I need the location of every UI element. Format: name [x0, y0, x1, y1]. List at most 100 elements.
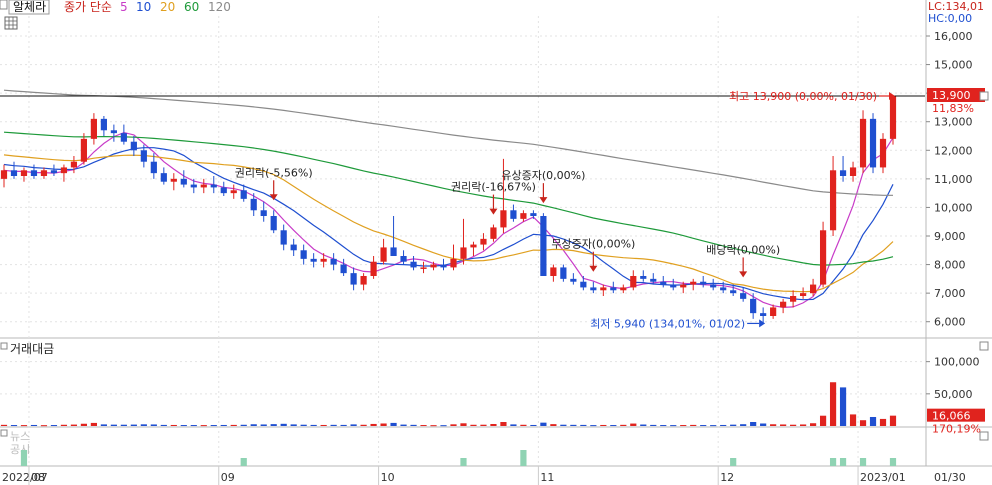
volume-bar: [340, 424, 347, 426]
volume-bar: [650, 424, 657, 426]
candle-body: [550, 267, 557, 276]
news-bar: [520, 450, 527, 466]
candle-body: [560, 267, 567, 279]
event-arrow-head: [269, 194, 278, 201]
volume-tick-label: 50,000: [934, 388, 973, 401]
volume-bar: [620, 424, 627, 426]
volume-bar: [370, 423, 377, 426]
candle-body: [160, 173, 167, 182]
volume-bar: [220, 424, 227, 426]
volume-bar: [320, 424, 327, 426]
candle-body: [660, 281, 667, 285]
candle-body: [260, 210, 267, 216]
candle-body: [400, 256, 407, 262]
candle-body: [819, 230, 827, 285]
volume-tick-label: 100,000: [934, 356, 980, 369]
volume-bar: [300, 424, 307, 426]
stock-name: 알체라: [13, 0, 46, 14]
volume-bar: [10, 425, 18, 427]
ma-legend-period: 10: [136, 0, 151, 14]
price-tick-label: 13,000: [934, 116, 973, 129]
candle-body: [50, 170, 58, 174]
candle-body: [230, 190, 237, 194]
volume-bar: [770, 424, 777, 426]
candle-body: [730, 290, 737, 294]
candle-body: [380, 247, 387, 262]
candle-body: [370, 261, 377, 276]
candle-body: [700, 281, 707, 285]
volume-bar: [160, 424, 167, 426]
candle-body: [300, 250, 307, 259]
candle-body: [270, 216, 277, 231]
volume-bar: [380, 423, 387, 426]
volume-bar: [790, 424, 797, 426]
volume-bar: [550, 424, 557, 426]
volume-bar: [410, 424, 417, 426]
volume-bar: [440, 425, 447, 427]
candle-body: [580, 281, 587, 288]
volume-bar: [150, 424, 157, 426]
event-arrow-head: [589, 265, 598, 272]
volume-bar: [580, 424, 587, 426]
ma-line: [3, 131, 894, 266]
volume-bar: [780, 424, 787, 426]
candle-body: [500, 210, 507, 228]
candle-body: [100, 118, 107, 131]
candle-body: [90, 118, 97, 139]
volume-bar: [839, 387, 847, 426]
candle-body: [590, 287, 597, 291]
event-arrow-head: [489, 208, 498, 215]
candle-body: [350, 273, 357, 285]
volume-bar: [849, 414, 857, 426]
candle-body: [480, 238, 487, 245]
volume-bar: [600, 424, 607, 426]
volume-bar: [140, 424, 147, 426]
candle-body: [340, 264, 347, 274]
candle-body: [330, 258, 337, 265]
volume-bar: [460, 423, 467, 426]
event-label: 권리락(-16,67%): [451, 181, 536, 194]
candle-body: [360, 276, 367, 285]
candle-body: [40, 170, 48, 176]
volume-bar: [70, 424, 78, 426]
candle-body: [150, 161, 157, 174]
candle-body: [130, 141, 137, 151]
volume-bar: [800, 424, 807, 426]
candle-body: [750, 298, 757, 314]
volume-bar: [710, 425, 717, 427]
x-right-label: 01/30: [934, 471, 966, 484]
volume-bar: [110, 424, 117, 426]
volume-bar: [360, 424, 367, 426]
volume-bar: [530, 424, 537, 426]
volume-bar: [490, 424, 497, 426]
x-tick-label: 2023/01: [860, 471, 906, 484]
candle-body: [60, 167, 68, 174]
low-arrow-head: [759, 319, 766, 328]
volume-bar: [180, 425, 187, 427]
news-label: 뉴스: [10, 430, 30, 443]
price-tick-label: 7,000: [934, 287, 966, 300]
volume-bar: [190, 425, 197, 427]
volume-bar: [50, 425, 58, 427]
volume-bar: [510, 424, 517, 426]
price-tick-label: 11,000: [934, 173, 973, 186]
event-label: 배당락(0,00%): [706, 243, 780, 256]
volume-bar: [640, 424, 647, 426]
candle-body: [290, 244, 297, 251]
volume-bar: [829, 382, 837, 426]
candle-body: [770, 307, 777, 316]
volume-bar: [809, 423, 817, 426]
ma-line: [3, 89, 893, 196]
news-panel-icon: [0, 429, 8, 437]
candle-body: [120, 133, 127, 142]
news-toggle-button: [979, 431, 989, 441]
volume-change-label: 170,19%: [932, 423, 981, 436]
candle-body: [180, 178, 187, 185]
candle-body: [630, 276, 637, 288]
volume-bar: [400, 424, 407, 426]
volume-bar: [290, 424, 297, 426]
